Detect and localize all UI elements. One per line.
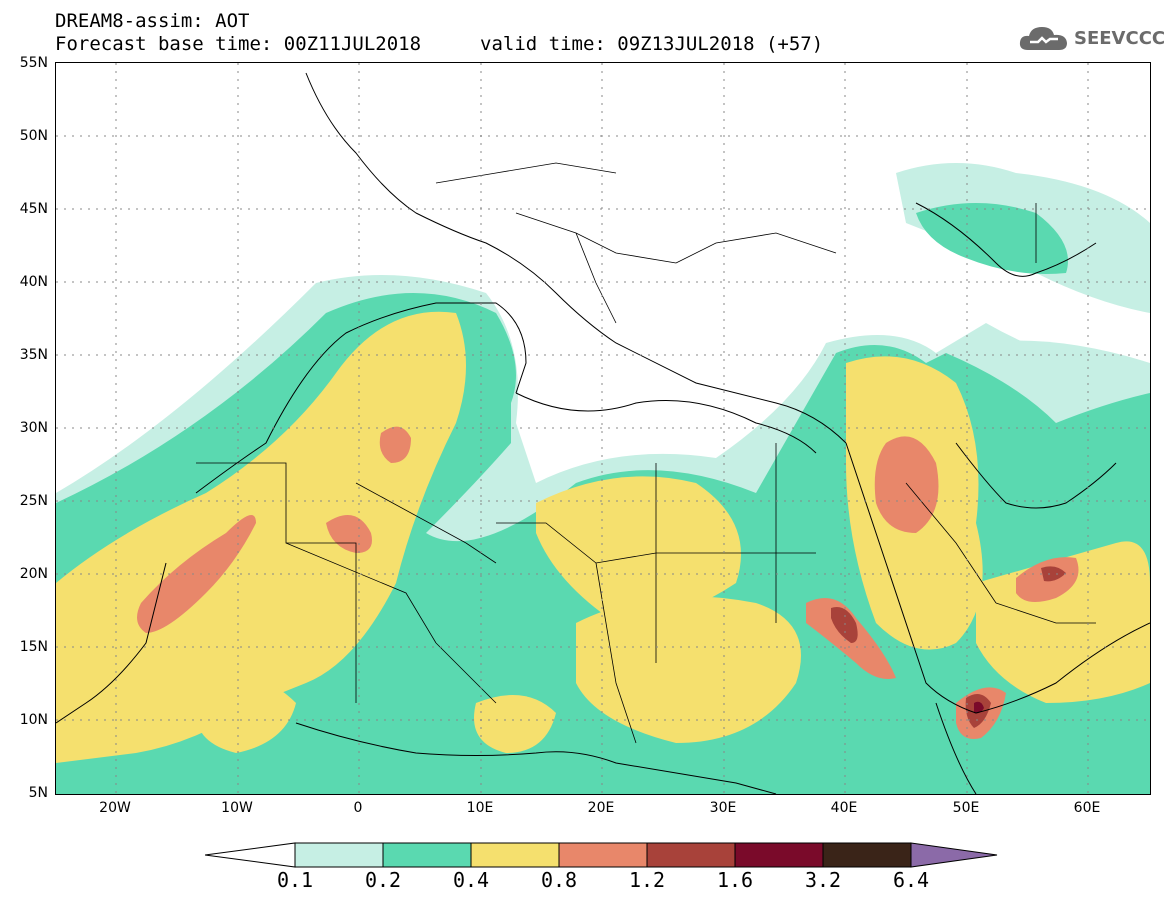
- lat-label: 55N: [19, 55, 48, 71]
- colorbar-label: 3.2: [804, 868, 842, 892]
- colorbar-over-arrow: [910, 842, 998, 868]
- lon-label: 20W: [99, 800, 131, 816]
- logo-text: SEEVCCC: [1074, 27, 1165, 49]
- aot-contour-1.6: [974, 701, 984, 714]
- valid-time: valid time: 09Z13JUL2018 (+57): [480, 33, 824, 55]
- lon-label: 0: [353, 800, 363, 816]
- lat-label: 25N: [19, 493, 48, 509]
- colorbar-label: 0.8: [540, 868, 578, 892]
- lat-label: 50N: [19, 128, 48, 144]
- aot-contour-1.2: [831, 566, 1066, 728]
- colorbar-bin: [734, 842, 824, 868]
- lat-label: 40N: [19, 274, 48, 290]
- graticule: [56, 63, 1150, 794]
- aot-map-canvas: [56, 63, 1150, 794]
- lon-label: 40E: [830, 800, 858, 816]
- colorbar: [205, 842, 998, 868]
- colorbar-label: 0.4: [452, 868, 490, 892]
- colorbar-bin: [822, 842, 912, 868]
- lat-label: 35N: [19, 347, 48, 363]
- lat-label: 10N: [19, 712, 48, 728]
- lon-label: 10W: [221, 800, 253, 816]
- country-borders: [196, 162, 1096, 744]
- colorbar-bin: [646, 842, 736, 868]
- colorbar-bin: [470, 842, 560, 868]
- lat-label: 5N: [28, 785, 48, 801]
- map-title: DREAM8-assim: AOT: [55, 10, 250, 32]
- colorbar-label: 1.6: [716, 868, 754, 892]
- cloud-icon: [1019, 27, 1067, 50]
- colorbar-bin: [294, 842, 384, 868]
- colorbar-label: 0.1: [276, 868, 314, 892]
- lat-label: 30N: [19, 420, 48, 436]
- lat-label: 45N: [19, 201, 48, 217]
- colorbar-label: 6.4: [892, 868, 930, 892]
- coastlines: [56, 72, 1150, 794]
- seevccc-logo: SEEVCCC: [1018, 22, 1165, 54]
- colorbar-label: 0.2: [364, 868, 402, 892]
- colorbar-bin: [382, 842, 472, 868]
- lon-label: 30E: [709, 800, 737, 816]
- colorbar-bin: [558, 842, 648, 868]
- colorbar-under-arrow: [205, 842, 296, 868]
- lat-label: 20N: [19, 566, 48, 582]
- colorbar-label: 1.2: [628, 868, 666, 892]
- aot-map: [55, 62, 1151, 795]
- lon-label: 20E: [587, 800, 615, 816]
- lon-label: 10E: [466, 800, 494, 816]
- lat-label: 15N: [19, 639, 48, 655]
- forecast-base-time: Forecast base time: 00Z11JUL2018: [55, 33, 422, 55]
- lon-label: 60E: [1073, 800, 1101, 816]
- lon-label: 50E: [952, 800, 980, 816]
